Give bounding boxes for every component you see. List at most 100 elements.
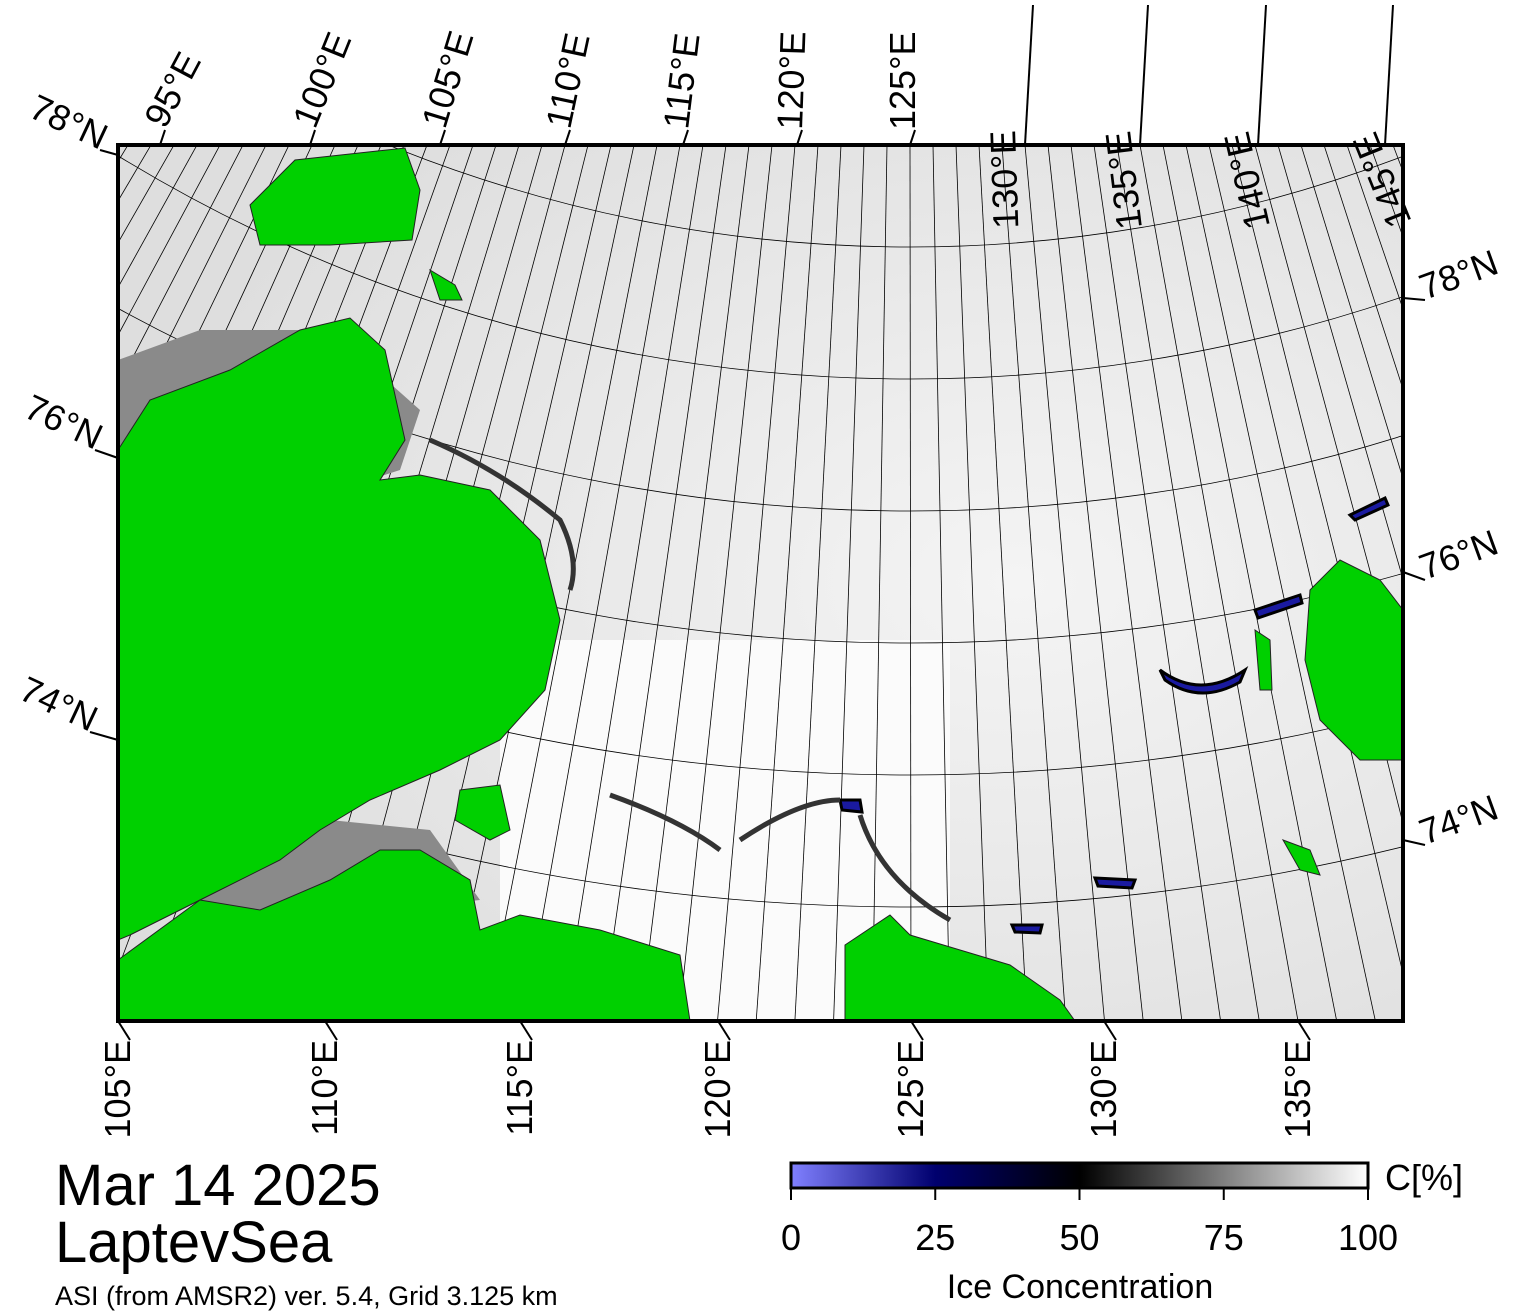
meridian — [794, 145, 842, 1021]
land — [1254, 629, 1273, 691]
coord-label: 130°E — [982, 130, 1026, 230]
meridian — [717, 145, 796, 1021]
tick — [1402, 839, 1426, 846]
tick — [564, 129, 571, 146]
lead — [1158, 666, 1249, 695]
meridian — [1466, 0, 1525, 1021]
tick — [94, 449, 119, 459]
meridian — [1001, 145, 1067, 1021]
meridian — [0, 0, 16, 1021]
coord-label: 76°N — [1414, 521, 1504, 587]
land — [454, 784, 511, 841]
tick — [519, 1020, 533, 1041]
coord-label: 95°E — [136, 45, 209, 134]
meridian — [0, 0, 56, 1021]
meridian — [1506, 0, 1525, 1021]
coord-label: 130°E — [1083, 1040, 1124, 1138]
meridian — [1139, 145, 1299, 1021]
tick — [1297, 1020, 1311, 1041]
meridian — [1047, 145, 1144, 1021]
colorbar — [789, 1161, 1370, 1190]
meridian — [678, 145, 773, 1021]
tick — [117, 1020, 131, 1041]
lead — [1009, 923, 1044, 935]
meridian — [955, 145, 989, 1021]
region-title: LaptevSea — [55, 1210, 333, 1275]
meridian — [932, 145, 951, 1021]
lead — [1092, 876, 1138, 890]
meridian — [1254, 145, 1403, 695]
parallel — [0, 0, 1525, 115]
land — [1304, 559, 1403, 761]
coord-label: 76°N — [19, 386, 109, 457]
tick — [910, 1020, 924, 1041]
colorbar-ticks: 0 25 50 75 100 — [781, 1188, 1398, 1258]
map-area — [0, 0, 1525, 1021]
meridian — [909, 145, 912, 1021]
land — [118, 317, 561, 941]
tick — [439, 129, 446, 146]
tick — [1103, 1020, 1117, 1041]
coord-label: 105°E — [413, 26, 481, 132]
coord-label: 120°E — [769, 30, 813, 130]
tick — [682, 129, 689, 146]
coord-label: 74°N — [1414, 786, 1504, 852]
ice-crack — [429, 437, 952, 923]
meridian — [639, 145, 750, 1021]
meridian — [1070, 145, 1183, 1021]
colorbar-tick-label: 0 — [781, 1217, 801, 1258]
land — [844, 914, 1076, 1021]
meridian — [484, 145, 658, 1021]
meridian — [562, 145, 704, 1021]
tick — [1257, 4, 1267, 146]
meridian — [1093, 145, 1221, 1021]
meridian — [1277, 145, 1403, 581]
tick — [1402, 297, 1426, 301]
colorbar-tick-label: 75 — [1204, 1217, 1244, 1258]
meridian — [1185, 145, 1376, 1021]
coord-label: 105°E — [97, 1040, 138, 1138]
tick — [324, 1020, 338, 1041]
meridian — [0, 0, 36, 1021]
land — [1281, 839, 1321, 876]
map-frame — [116, 143, 1405, 1023]
tick — [717, 1020, 731, 1041]
meridian — [1446, 0, 1525, 1021]
coord-label: 125°E — [890, 1040, 931, 1138]
coord-label: 115°E — [499, 1040, 540, 1136]
meridian — [755, 145, 819, 1021]
source-note: ASI (from AMSR2) ver. 5.4, Grid 3.125 km — [55, 1281, 558, 1311]
tick — [99, 149, 119, 156]
meridian — [1406, 0, 1525, 1021]
tick — [309, 129, 316, 146]
coord-label: 135°E — [1277, 1040, 1318, 1138]
tick — [159, 129, 166, 146]
meridian — [1116, 145, 1260, 1021]
colorbar-unit: C[%] — [1385, 1157, 1463, 1198]
meridian — [1426, 0, 1525, 1021]
colorbar-label: Ice Concentration — [947, 1268, 1214, 1306]
meridian — [0, 0, 96, 1021]
colorbar-tick-label: 50 — [1059, 1217, 1099, 1258]
meridian — [446, 145, 635, 1021]
coord-label: 100°E — [284, 26, 359, 133]
colorbar-tick-label: 25 — [915, 1217, 955, 1258]
coord-label: 125°E — [882, 32, 923, 130]
meridian — [1231, 145, 1403, 826]
lead — [1253, 593, 1304, 620]
meridian — [833, 145, 865, 1021]
coord-label: 110°E — [538, 29, 598, 131]
coord-label: 115°E — [655, 31, 707, 131]
tick — [1384, 4, 1394, 146]
lead — [838, 798, 864, 814]
tick — [909, 129, 916, 146]
coord-label: 78°N — [24, 86, 114, 157]
colorbar-tick-label: 100 — [1338, 1217, 1398, 1258]
meridian — [1208, 145, 1403, 976]
meridian — [1162, 145, 1338, 1021]
meridian — [523, 145, 681, 1021]
land — [429, 268, 463, 301]
tick — [796, 129, 803, 146]
coord-label: 110°E — [304, 1040, 345, 1136]
